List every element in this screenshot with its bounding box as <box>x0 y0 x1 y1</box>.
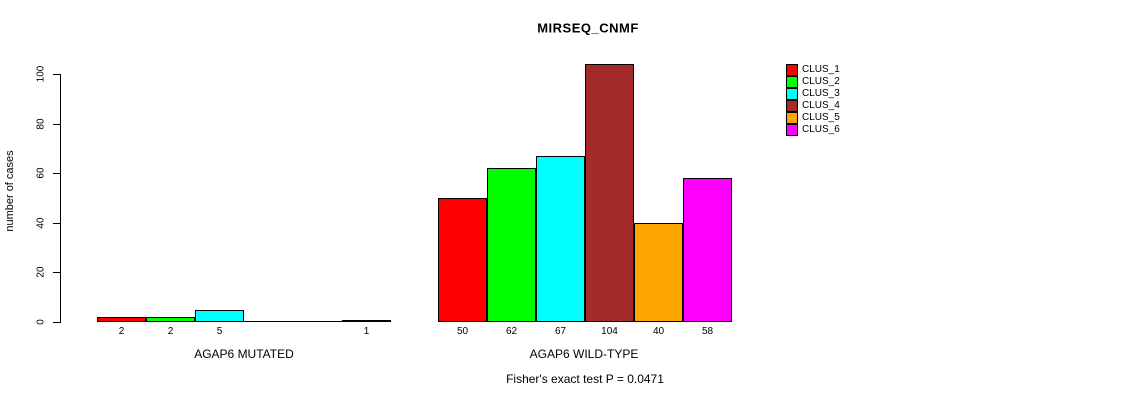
y-tick-mark-0 <box>53 322 60 323</box>
bar-clus_6-wildtype <box>683 178 732 322</box>
legend-swatch-clus_1 <box>786 64 798 76</box>
legend: CLUS_1 CLUS_2 CLUS_3 CLUS_4 CLUS_5 CLUS_6 <box>786 64 840 136</box>
y-tick-mark-40 <box>53 223 60 224</box>
y-tick-mark-100 <box>53 74 60 75</box>
y-tick-label-40: 40 <box>35 217 47 229</box>
bar-value-clus_1-wildtype: 50 <box>456 326 469 337</box>
legend-item-clus_3: CLUS_3 <box>786 88 840 100</box>
y-tick-label-0: 0 <box>35 319 47 325</box>
bar-value-clus_5-wildtype: 40 <box>652 326 665 337</box>
bar-clus_5-mutated <box>293 321 342 322</box>
legend-item-clus_2: CLUS_2 <box>786 76 840 88</box>
group-label-wildtype: AGAP6 WILD-TYPE <box>529 347 639 361</box>
bar-value-clus_3-mutated: 5 <box>216 326 223 337</box>
bar-value-clus_6-mutated: 1 <box>363 326 370 337</box>
legend-swatch-clus_6 <box>786 124 798 136</box>
legend-swatch-clus_4 <box>786 100 798 112</box>
y-tick-mark-20 <box>53 272 60 273</box>
y-axis-title: number of cases <box>4 150 16 232</box>
legend-swatch-clus_2 <box>786 76 798 88</box>
legend-label-clus_2: CLUS_2 <box>802 76 840 87</box>
y-tick-mark-80 <box>53 124 60 125</box>
legend-label-clus_3: CLUS_3 <box>802 88 840 99</box>
legend-item-clus_5: CLUS_5 <box>786 112 840 124</box>
bar-value-clus_6-wildtype: 58 <box>701 326 714 337</box>
y-tick-label-80: 80 <box>35 118 47 130</box>
legend-label-clus_6: CLUS_6 <box>802 124 840 135</box>
bar-value-clus_1-mutated: 2 <box>118 326 125 337</box>
bar-clus_3-wildtype <box>536 156 585 322</box>
legend-item-clus_6: CLUS_6 <box>786 124 840 136</box>
legend-item-clus_1: CLUS_1 <box>786 64 840 76</box>
bar-value-clus_4-wildtype: 104 <box>601 326 618 337</box>
bar-value-clus_2-wildtype: 62 <box>505 326 518 337</box>
bar-value-clus_3-wildtype: 67 <box>554 326 567 337</box>
y-tick-label-60: 60 <box>35 167 47 179</box>
bar-clus_3-mutated <box>195 310 244 322</box>
bar-clus_2-wildtype <box>487 168 536 322</box>
y-axis-line <box>60 74 61 323</box>
bar-clus_4-wildtype <box>585 64 634 322</box>
fisher-test-note: Fisher's exact test P = 0.0471 <box>506 372 664 386</box>
y-tick-mark-60 <box>53 173 60 174</box>
bar-clus_1-mutated <box>97 317 146 322</box>
legend-item-clus_4: CLUS_4 <box>786 100 840 112</box>
bar-clus_6-mutated <box>342 320 391 322</box>
legend-label-clus_5: CLUS_5 <box>802 112 840 123</box>
chart-title: MIRSEQ_CNMF <box>537 20 639 36</box>
legend-label-clus_1: CLUS_1 <box>802 64 840 75</box>
bar-clus_5-wildtype <box>634 223 683 322</box>
bar-clus_4-mutated <box>244 321 293 322</box>
legend-swatch-clus_3 <box>786 88 798 100</box>
legend-swatch-clus_5 <box>786 112 798 124</box>
legend-label-clus_4: CLUS_4 <box>802 100 840 111</box>
y-tick-label-20: 20 <box>35 266 47 278</box>
bar-value-clus_2-mutated: 2 <box>167 326 174 337</box>
bar-clus_1-wildtype <box>438 198 487 322</box>
bar-clus_2-mutated <box>146 317 195 322</box>
y-tick-label-100: 100 <box>35 65 47 83</box>
group-label-mutated: AGAP6 MUTATED <box>194 347 294 361</box>
